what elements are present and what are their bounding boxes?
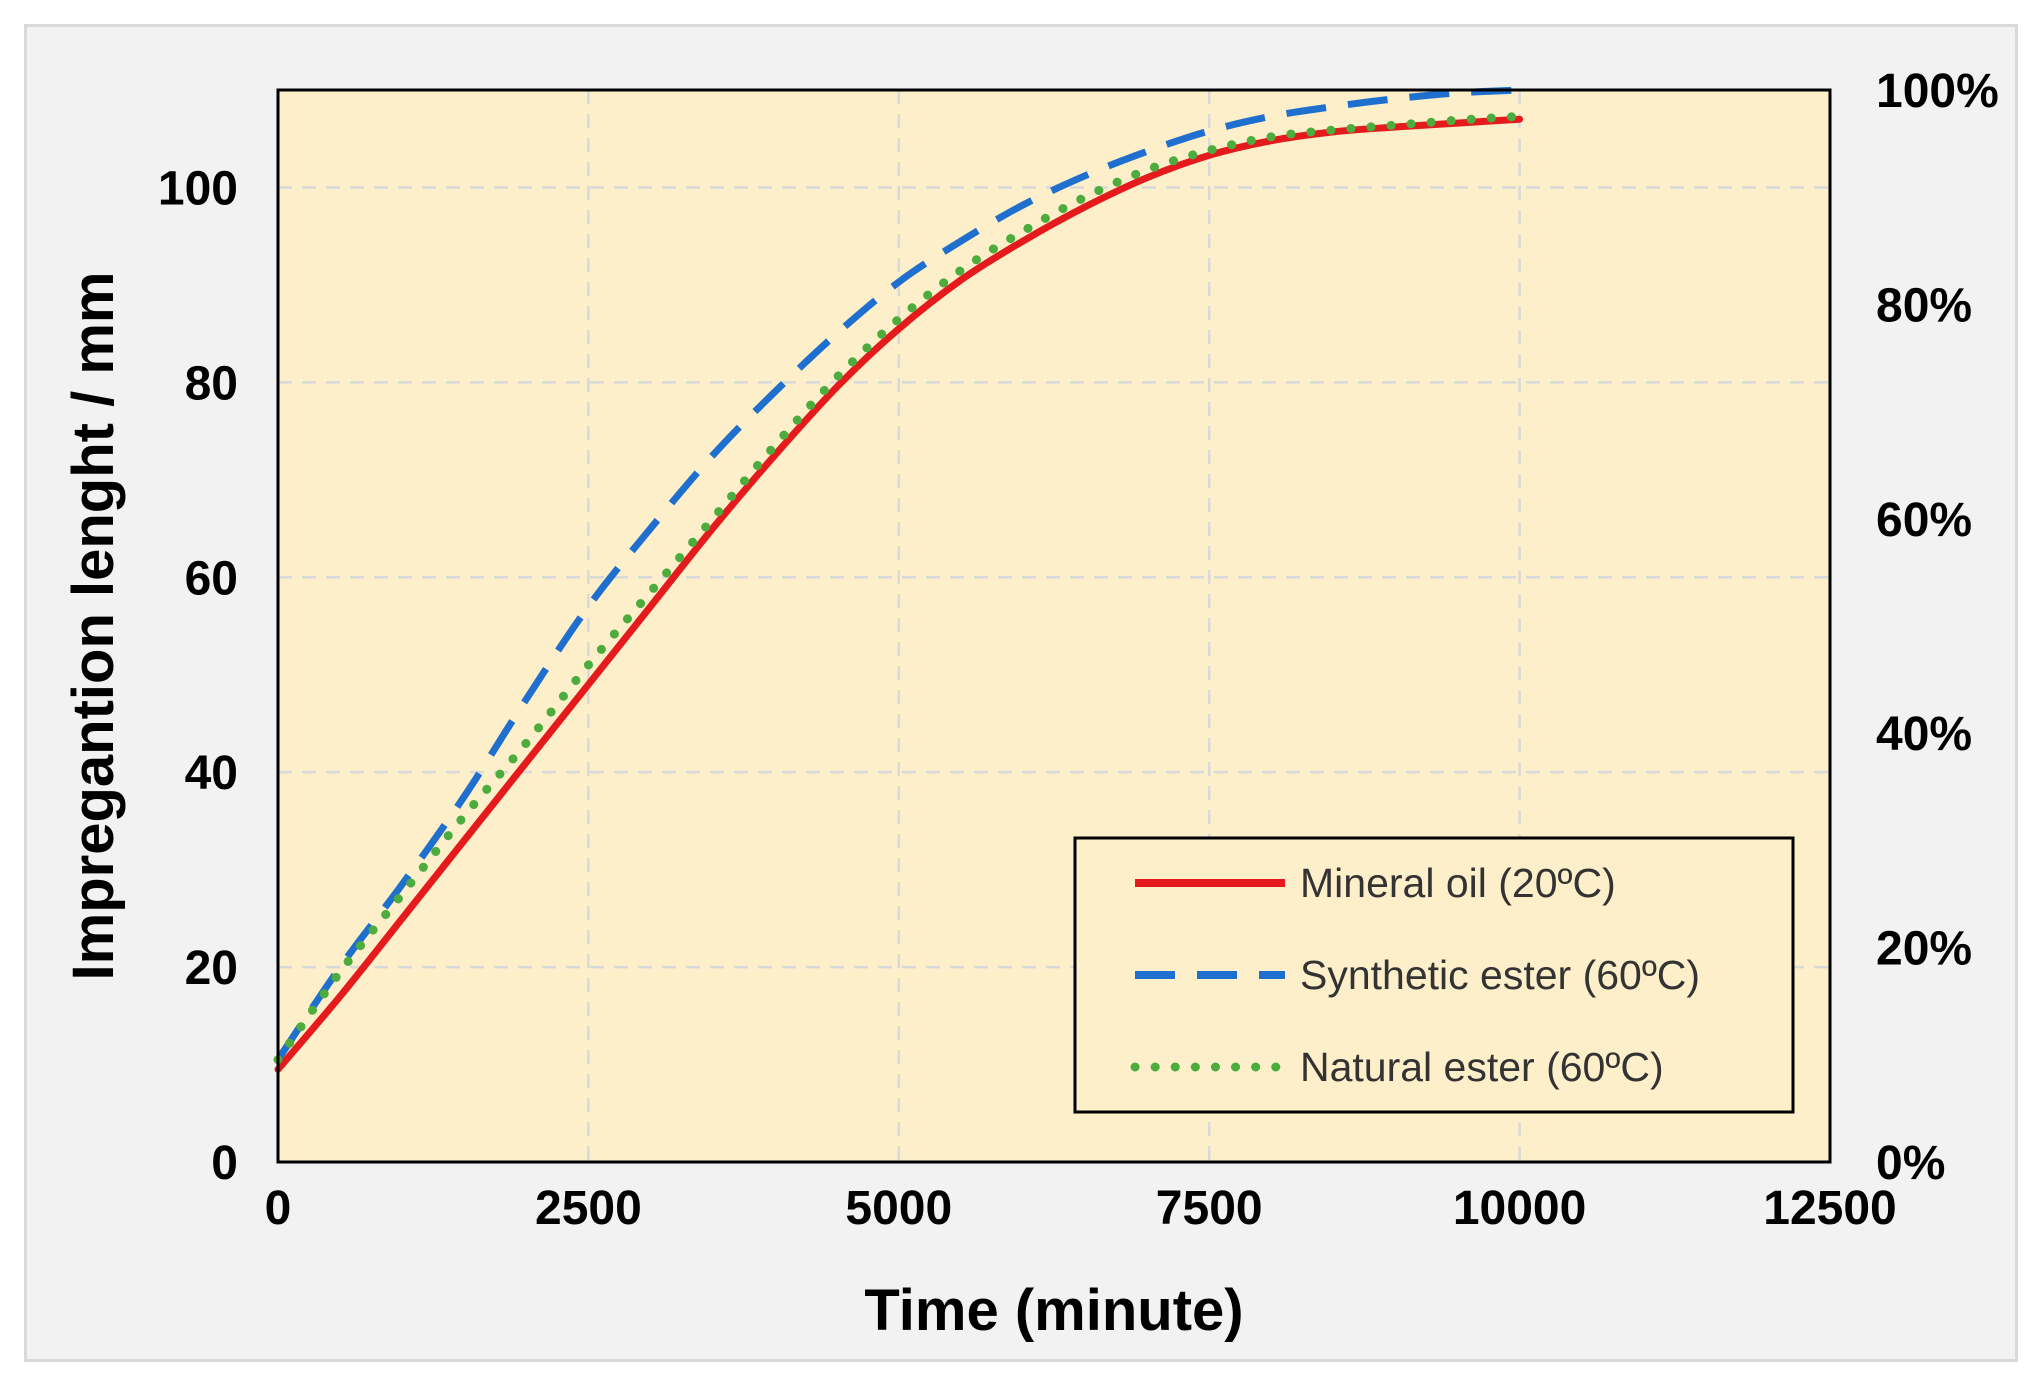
legend-label-mineral-oil: Mineral oil (20ºC): [1300, 860, 1616, 906]
y-axis-title: Impregantion lenght / mm: [61, 272, 126, 981]
y-tick-label: 20: [185, 942, 238, 995]
series-line-mineral-oil: [274, 115, 1524, 1073]
x-tick-label: 0: [265, 1182, 292, 1235]
y-tick-label: 60: [185, 552, 238, 605]
y2-tick-label: 40%: [1876, 708, 1972, 761]
y-tick-label: 0: [211, 1137, 238, 1190]
y2-tick-label: 100%: [1876, 65, 1999, 118]
x-axis-ticks: 0 2500 5000 7500 10000 12500: [265, 1182, 1897, 1235]
y2-tick-label: 0%: [1876, 1137, 1945, 1190]
y2-tick-label: 60%: [1876, 494, 1972, 547]
y2-tick-label: 20%: [1876, 923, 1972, 976]
y-tick-label: 40: [185, 747, 238, 800]
x-tick-label: 12500: [1763, 1182, 1896, 1235]
plot-border: [276, 88, 1832, 1164]
series-line-natural-ester: [273, 111, 1525, 1065]
x-axis-title: Time (minute): [864, 1278, 1243, 1343]
y-axis-ticks: 0 20 40 60 80 100: [158, 162, 238, 1190]
y-tick-label: 100: [158, 162, 238, 215]
y2-axis-ticks: 0% 20% 40% 60% 80% 100%: [1876, 65, 1999, 1190]
legend-label-synthetic-ester: Synthetic ester (60ºC): [1300, 952, 1700, 998]
legend: Mineral oil (20ºC) Synthetic ester (60ºC…: [1073, 836, 1795, 1114]
x-tick-label: 10000: [1453, 1182, 1586, 1235]
x-tick-label: 5000: [845, 1182, 952, 1235]
series-layer: [273, 86, 1525, 1073]
x-tick-label: 2500: [535, 1182, 642, 1235]
y-tick-label: 80: [185, 357, 238, 410]
series-line-synthetic-ester: [275, 86, 1520, 1062]
legend-label-natural-ester: Natural ester (60ºC): [1300, 1044, 1664, 1090]
x-tick-label: 7500: [1156, 1182, 1263, 1235]
y2-tick-label: 80%: [1876, 279, 1972, 332]
